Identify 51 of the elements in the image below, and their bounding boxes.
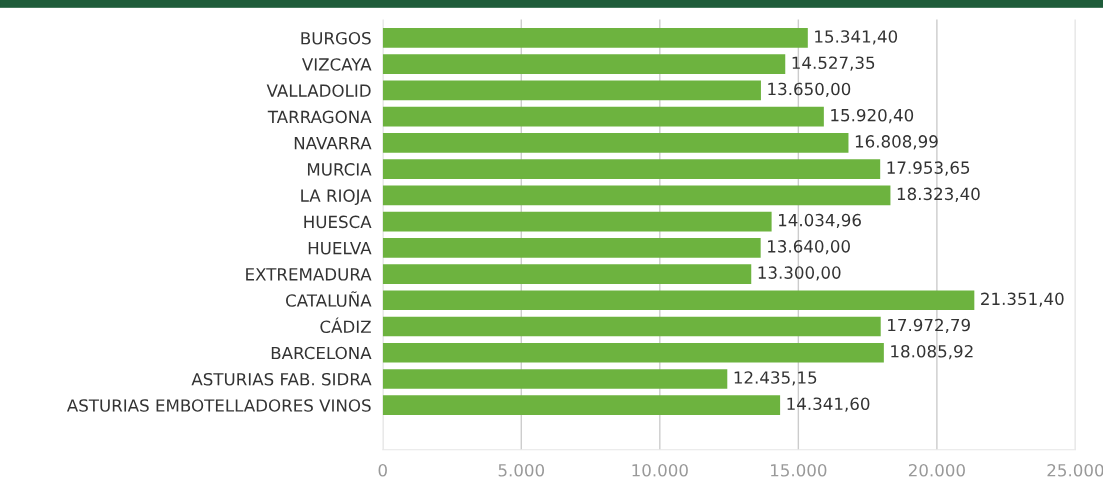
data-label: 15.341,40 xyxy=(815,30,898,45)
bar xyxy=(382,28,808,48)
y-tick-label: VALLADOLID xyxy=(266,84,371,97)
bar xyxy=(382,80,761,101)
data-label: 16.808,99 xyxy=(855,135,938,150)
bar xyxy=(382,133,849,153)
data-label: 13.300,00 xyxy=(758,266,841,281)
y-tick-label: HUELVA xyxy=(308,241,372,255)
x-tick-label: 25.000 xyxy=(1047,463,1103,477)
bar xyxy=(382,185,891,206)
x-tick-label: 20.000 xyxy=(908,463,965,477)
y-tick-label: EXTREMADURA xyxy=(246,268,372,281)
data-label: 17.972,79 xyxy=(888,318,970,334)
y-tick-label: MURCIA xyxy=(307,163,372,176)
data-label: 15.920,40 xyxy=(831,108,914,124)
y-tick-label: NAVARRA xyxy=(294,137,372,150)
data-label: 14.341,60 xyxy=(787,397,870,412)
y-tick-label: ASTURIAS EMBOTELLADORES VINOS xyxy=(66,399,371,412)
data-label: 21.351,40 xyxy=(981,292,1064,307)
bar xyxy=(382,237,761,258)
data-label: 18.085,92 xyxy=(891,344,973,360)
y-tick-label: LA RIOJA xyxy=(301,189,372,206)
data-label: 17.953,65 xyxy=(887,161,970,176)
y-tick-label: CÁDIZ xyxy=(320,317,371,334)
bar xyxy=(382,342,884,363)
y-tick-label: VIZCAYA xyxy=(301,58,372,71)
x-tick-label: 5.000 xyxy=(498,463,545,477)
x-tick-label: 15.000 xyxy=(771,463,827,477)
bar xyxy=(382,264,752,284)
bar xyxy=(382,369,728,389)
data-label: 14.034,96 xyxy=(779,213,861,229)
bar xyxy=(382,316,881,337)
y-tick-label: CATALUÑA xyxy=(286,291,372,307)
y-tick-label: ASTURIAS FAB. SIDRA xyxy=(191,372,372,386)
data-label: 12.435,15 xyxy=(734,371,817,386)
y-tick-label: TARRAGONA xyxy=(267,110,372,124)
bar xyxy=(382,106,824,127)
y-tick-label: BARCELONA xyxy=(271,346,372,360)
bar xyxy=(382,54,786,75)
x-tick-label: 10.000 xyxy=(632,463,688,477)
x-tick-label: 0 xyxy=(378,463,387,477)
data-label: 13.640,00 xyxy=(768,240,850,255)
data-label: 18.323,40 xyxy=(897,187,980,202)
bar xyxy=(382,159,881,179)
data-label: 14.527,35 xyxy=(792,56,875,71)
data-label: 13.650,00 xyxy=(768,82,851,97)
bar xyxy=(382,290,975,311)
bar xyxy=(382,211,772,232)
y-tick-label: BURGOS xyxy=(301,31,371,45)
y-tick-label: HUESCA xyxy=(304,215,372,229)
bar xyxy=(382,395,781,416)
